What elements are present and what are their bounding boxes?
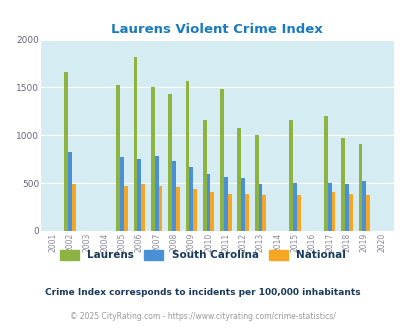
Bar (358, 144, 362, 231)
Bar (68, 151, 72, 231)
Bar (172, 161, 175, 231)
Bar (254, 135, 258, 231)
Bar (224, 177, 227, 231)
Bar (210, 192, 214, 231)
Bar (323, 116, 327, 231)
Bar (331, 192, 335, 231)
Bar (185, 81, 189, 231)
Bar (348, 194, 352, 231)
Bar (365, 195, 369, 231)
Bar (151, 87, 154, 231)
Text: © 2025 CityRating.com - https://www.cityrating.com/crime-statistics/: © 2025 CityRating.com - https://www.city… (70, 312, 335, 321)
Bar (341, 138, 344, 231)
Bar (137, 159, 141, 231)
Bar (241, 178, 245, 231)
Bar (292, 183, 296, 231)
Legend: Laurens, South Carolina, National: Laurens, South Carolina, National (60, 250, 345, 260)
Bar (189, 167, 193, 231)
Bar (120, 157, 124, 231)
Bar (362, 181, 365, 231)
Text: Crime Index corresponds to incidents per 100,000 inhabitants: Crime Index corresponds to incidents per… (45, 287, 360, 297)
Bar (237, 128, 241, 231)
Bar (206, 174, 210, 231)
Bar (158, 186, 162, 231)
Bar (258, 183, 262, 231)
Bar (133, 57, 137, 231)
Bar (289, 119, 292, 231)
Bar (64, 72, 68, 231)
Bar (296, 195, 300, 231)
Bar (202, 120, 206, 231)
Bar (262, 195, 266, 231)
Bar (141, 184, 145, 231)
Bar (327, 183, 331, 231)
Bar (344, 183, 348, 231)
Bar (72, 183, 76, 231)
Bar (168, 94, 172, 231)
Bar (245, 194, 248, 231)
Bar (227, 194, 231, 231)
Bar (175, 187, 179, 231)
Bar (154, 156, 158, 231)
Bar (116, 84, 120, 231)
Bar (124, 186, 128, 231)
Bar (193, 189, 196, 231)
Bar (220, 89, 224, 231)
Title: Laurens Violent Crime Index: Laurens Violent Crime Index (111, 23, 322, 36)
